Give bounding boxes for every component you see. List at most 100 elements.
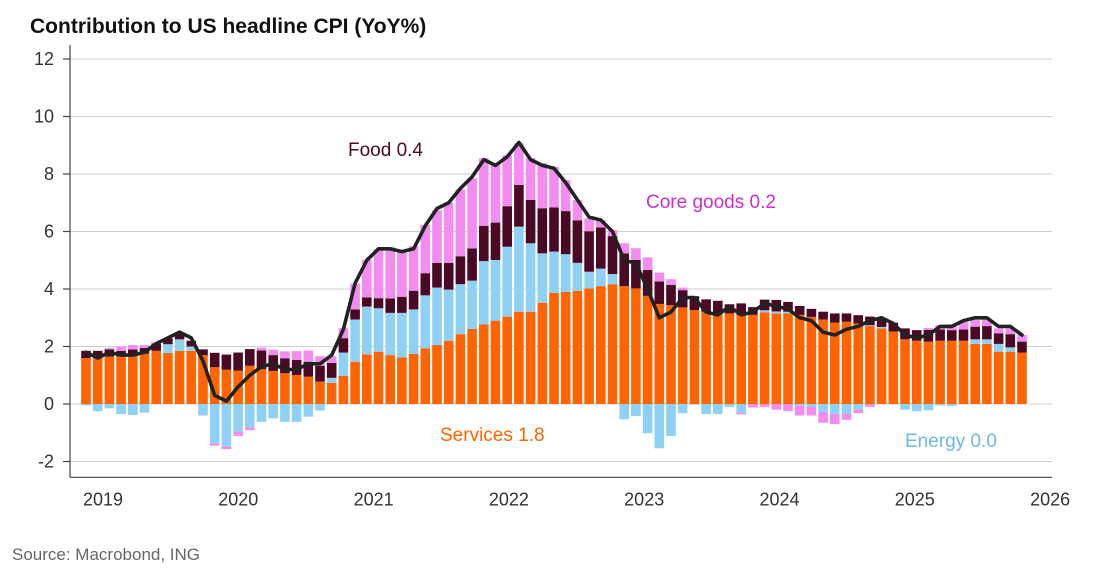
bar-segment-core-goods	[677, 287, 688, 291]
annotation-food: Food 0.4	[348, 140, 423, 161]
bar-stack	[806, 308, 817, 416]
bar-stack	[432, 210, 442, 404]
bar-segment-services	[982, 343, 992, 404]
bar-segment-food	[455, 256, 466, 285]
bar-segment-services	[841, 321, 852, 404]
bar-segment-energy	[596, 268, 606, 287]
bar-segment-core-goods	[783, 404, 793, 412]
bar-stack	[537, 163, 548, 404]
bar-segment-services	[163, 352, 173, 404]
bar-segment-services	[958, 340, 969, 404]
bar-stack	[315, 356, 325, 411]
bar-stack	[982, 319, 992, 404]
bar-segment-services	[303, 376, 314, 404]
x-tick-label: 2019	[83, 489, 123, 509]
bar-segment-services	[596, 286, 606, 404]
bar-segment-energy	[607, 274, 618, 285]
bar-segment-food	[397, 296, 407, 313]
bar-stack	[923, 328, 934, 411]
bar-segment-services	[736, 314, 746, 404]
bar-segment-services	[174, 350, 185, 404]
bar-segment-services	[350, 361, 360, 404]
bar-segment-energy	[584, 271, 594, 289]
bar-segment-energy	[350, 319, 360, 362]
bar-segment-food	[724, 304, 735, 314]
bar-segment-services	[1005, 351, 1016, 404]
bar-segment-services	[666, 305, 676, 404]
bar-stack	[853, 315, 863, 414]
bar-segment-services	[713, 313, 723, 404]
bar-segment-services	[783, 313, 793, 404]
bar-segment-services	[514, 311, 524, 404]
bar-segment-services	[455, 334, 466, 404]
bar-segment-food	[642, 270, 653, 296]
bar-segment-services	[104, 356, 115, 404]
bar-segment-energy	[783, 311, 793, 314]
bar-stack	[128, 345, 138, 415]
bar-stack	[748, 307, 758, 408]
bar-stack	[654, 272, 665, 449]
bar-segment-core-goods	[736, 412, 746, 415]
bar-segment-services	[935, 340, 945, 404]
bar-segment-services	[490, 320, 501, 404]
bar-stack	[303, 350, 314, 417]
bar-segment-energy	[443, 289, 454, 341]
bar-stack	[818, 311, 828, 423]
bar-segment-services	[280, 373, 290, 404]
bar-segment-food	[221, 354, 232, 370]
bar-segment-food	[794, 305, 805, 315]
x-tick-label: 2025	[895, 489, 935, 509]
bar-stack	[689, 296, 700, 405]
headline-cpi-line	[84, 140, 1024, 403]
bar-segment-energy	[549, 251, 559, 293]
bar-stack	[420, 224, 431, 404]
bar-segment-energy	[198, 404, 208, 416]
bar-stack	[479, 158, 489, 404]
bar-stack	[186, 340, 197, 404]
bar-segment-services	[268, 370, 278, 404]
bar-segment-services	[362, 354, 372, 404]
bar-segment-core-goods	[853, 409, 863, 414]
bar-stack	[619, 243, 629, 420]
bar-segment-energy	[338, 352, 349, 376]
bar-segment-services	[560, 291, 571, 404]
bar-segment-core-goods	[982, 319, 992, 327]
axes	[69, 45, 1052, 478]
bar-stack	[876, 318, 887, 404]
bar-stack	[174, 332, 185, 404]
bar-segment-services	[724, 313, 735, 404]
bar-segment-services	[818, 319, 828, 404]
bar-segment-food	[853, 315, 863, 324]
bar-segment-services	[853, 323, 863, 404]
bar-segment-services	[338, 375, 349, 404]
bar-segment-services	[631, 288, 641, 404]
x-tick-label: 2026	[1030, 489, 1070, 509]
bar-segment-services	[876, 328, 887, 404]
bar-segment-services	[970, 343, 980, 404]
bar-segment-food	[958, 329, 969, 341]
bar-stack	[151, 342, 161, 404]
bar-segment-energy	[794, 404, 805, 406]
bar-segment-core-goods	[291, 351, 302, 361]
bar-segment-core-goods	[830, 414, 840, 425]
bar-stack	[350, 283, 360, 404]
bar-segment-energy	[245, 404, 255, 428]
bar-segment-food	[303, 361, 314, 377]
bar-segment-food	[596, 227, 606, 269]
bar-segment-food	[432, 262, 442, 288]
bar-segment-food	[689, 296, 700, 310]
bar-segment-services	[198, 355, 208, 404]
bar-segment-food	[373, 298, 384, 309]
bar-segment-energy	[935, 404, 945, 406]
bar-stack	[326, 356, 337, 404]
bar-stack	[584, 218, 594, 404]
bar-stack	[783, 301, 793, 412]
annotation-services: Services 1.8	[440, 425, 545, 446]
bar-stack	[502, 155, 512, 404]
bar-stack	[947, 324, 957, 407]
bar-segment-core-goods	[560, 180, 571, 212]
bar-segment-food	[666, 284, 676, 306]
bar-segment-food	[911, 330, 922, 341]
bar-segment-food	[479, 225, 489, 262]
bar-segment-core-goods	[619, 243, 629, 254]
